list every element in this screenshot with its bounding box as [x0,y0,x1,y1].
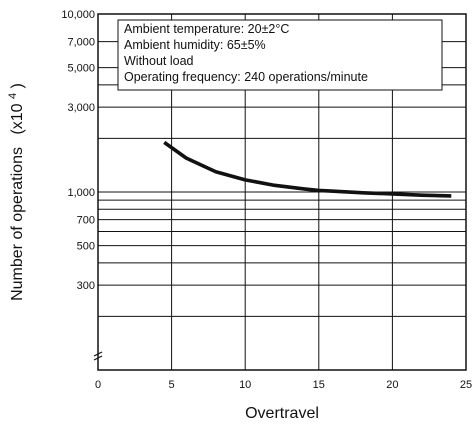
y-tick-label: 7,000 [67,37,95,49]
y-axis-label-exponent: 4 [7,93,19,99]
x-axis-label: Overtravel [245,405,319,422]
y-axis-label: Number of operations (x10 4 ) [3,83,26,301]
y-tick-label: 5,000 [67,63,95,75]
y-tick-label: 700 [77,215,95,227]
x-tick-label: 25 [460,379,472,391]
tick-layer: 10,000 7,000 5,000 3,000 1,000 700 500 300 0 5 10 1… [61,9,472,391]
y-tick-label: 300 [77,280,95,292]
y-tick-label: 10,000 [61,9,95,21]
axis-break-stroke [93,351,103,357]
y-tick-label: 500 [77,241,95,253]
x-tick-label: 0 [95,379,101,391]
y-axis-label-unit: (x10 [9,103,26,134]
series-layer [163,140,452,198]
x-tick-label: 20 [386,379,398,391]
y-axis-label-unit-close: ) [9,83,26,88]
annotation-layer: Ambient temperature: 20±2°C Ambient humid… [124,22,368,84]
condition-note: Without load [124,54,194,68]
condition-note: Ambient humidity: 65±5% [124,38,266,52]
series-line [163,140,452,198]
y-axis-label-main: Number of operations [9,147,26,301]
x-tick-label: 15 [313,379,325,391]
axis-break-stroke [93,355,103,361]
plot-frame [97,13,467,371]
x-tick-label: 10 [239,379,251,391]
condition-note: Ambient temperature: 20±2°C [124,22,289,36]
conditions-box [117,19,443,91]
y-tick-label: 1,000 [67,187,95,199]
x-tick-label: 5 [169,379,175,391]
axis-break-mark [93,351,103,361]
condition-note: Operating frequency: 240 operations/minu… [124,70,368,84]
y-tick-label: 3,000 [67,102,95,114]
